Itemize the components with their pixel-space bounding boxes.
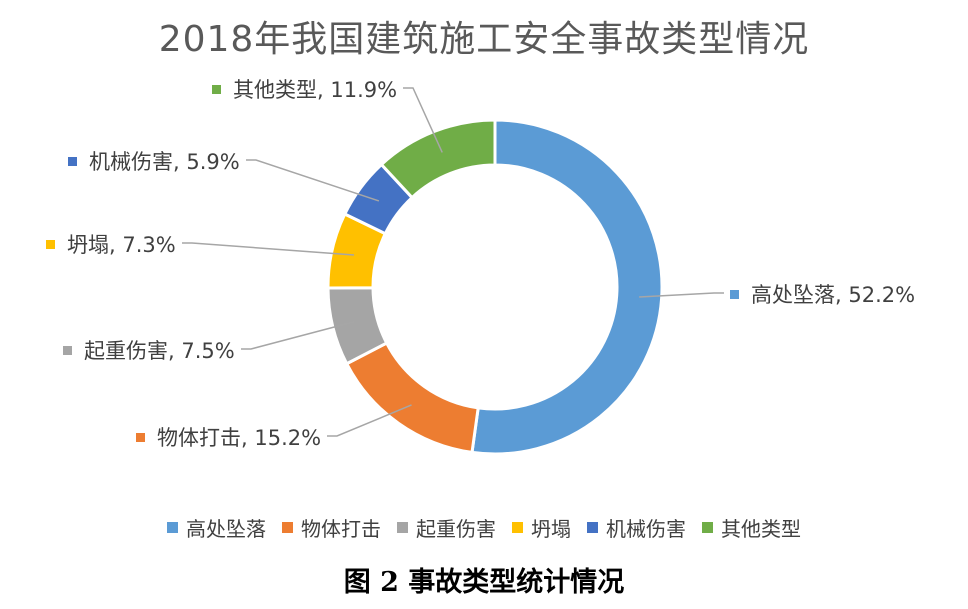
legend-label: 起重伤害: [416, 517, 496, 541]
leader-line-struck-by-object: [327, 404, 412, 437]
legend-label: 机械伤害: [606, 517, 686, 541]
legend-item-struck-by-object: 物体打击: [282, 513, 381, 542]
donut-slice-struck-by-object: [344, 341, 480, 455]
legend: 高处坠落 物体打击 起重伤害 坍塌 机械伤害 其他类型: [0, 513, 968, 542]
data-label-text: 高处坠落, 52.2%: [751, 283, 916, 307]
data-label-text: 物体打击, 15.2%: [157, 426, 322, 450]
figure-caption: 图 2 事故类型统计情况: [343, 567, 625, 598]
legend-swatch: [282, 522, 293, 533]
label-color-marker: [136, 432, 145, 442]
legend-swatch: [702, 522, 713, 533]
legend-item-other-types: 其他类型: [702, 513, 801, 542]
legend-item-fall-from-height: 高处坠落: [167, 513, 266, 542]
label-color-marker: [730, 289, 739, 299]
data-label-text: 坍塌, 7.3%: [67, 233, 176, 257]
data-label-lifting-injury: 起重伤害, 7.5%: [63, 335, 235, 365]
legend-label: 其他类型: [721, 517, 801, 541]
label-color-marker: [63, 345, 72, 355]
legend-swatch: [167, 522, 178, 533]
label-color-marker: [212, 84, 221, 94]
legend-swatch: [397, 522, 408, 533]
legend-swatch: [587, 522, 598, 533]
leader-line-collapse: [182, 242, 355, 256]
donut-slice-other-types: [379, 118, 497, 200]
leader-line-fall-from-height: [639, 292, 724, 298]
label-color-marker: [46, 239, 55, 249]
data-label-machinery-injury: 机械伤害, 5.9%: [68, 146, 240, 176]
legend-label: 高处坠落: [186, 517, 266, 541]
legend-item-lifting-injury: 起重伤害: [397, 513, 496, 542]
legend-item-machinery-injury: 机械伤害: [587, 513, 686, 542]
leader-line-lifting-injury: [241, 320, 355, 350]
legend-label: 坍塌: [531, 517, 571, 541]
data-label-text: 起重伤害, 7.5%: [84, 339, 235, 363]
data-label-other-types: 其他类型, 11.9%: [212, 74, 397, 104]
data-label-text: 机械伤害, 5.9%: [89, 150, 240, 174]
chart-title: 2018年我国建筑施工安全事故类型情况: [158, 19, 810, 60]
legend-swatch: [512, 522, 523, 533]
legend-label: 物体打击: [301, 517, 381, 541]
data-label-fall-from-height: 高处坠落, 52.2%: [730, 279, 915, 309]
legend-item-collapse: 坍塌: [512, 513, 571, 542]
leader-line-machinery-injury: [246, 159, 380, 202]
data-label-struck-by-object: 物体打击, 15.2%: [136, 422, 321, 452]
data-label-text: 其他类型, 11.9%: [233, 78, 398, 102]
label-color-marker: [68, 156, 77, 166]
data-label-collapse: 坍塌, 7.3%: [46, 229, 176, 259]
donut-slice-fall-from-height: [470, 118, 664, 456]
leader-line-other-types: [403, 87, 443, 153]
